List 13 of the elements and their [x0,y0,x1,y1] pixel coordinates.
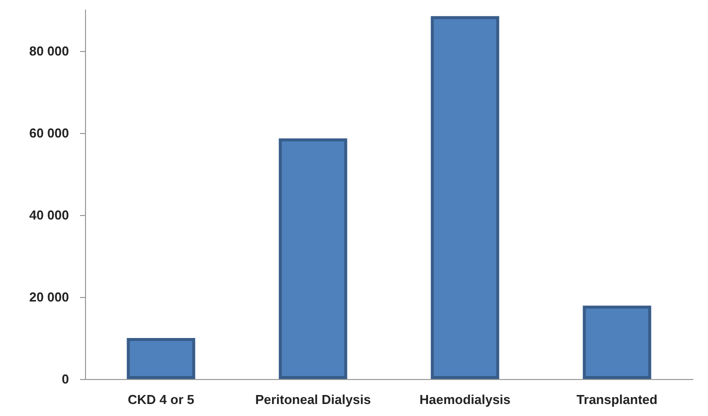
x-tick-label: Peritoneal Dialysis [255,392,371,407]
y-tick-label: 60 000 [29,126,69,140]
y-tick-label: 80 000 [29,44,69,58]
y-tick-label: 0 [62,372,69,386]
y-tick-label: 40 000 [29,208,69,222]
bar [430,16,500,379]
y-tick-label: 20 000 [29,290,69,304]
bar [278,138,348,379]
bar [126,338,196,379]
x-tick-label: CKD 4 or 5 [128,392,194,407]
x-tick-label: Haemodialysis [419,392,511,407]
bar [582,306,652,379]
x-tick-label: Transplanted [576,392,658,407]
